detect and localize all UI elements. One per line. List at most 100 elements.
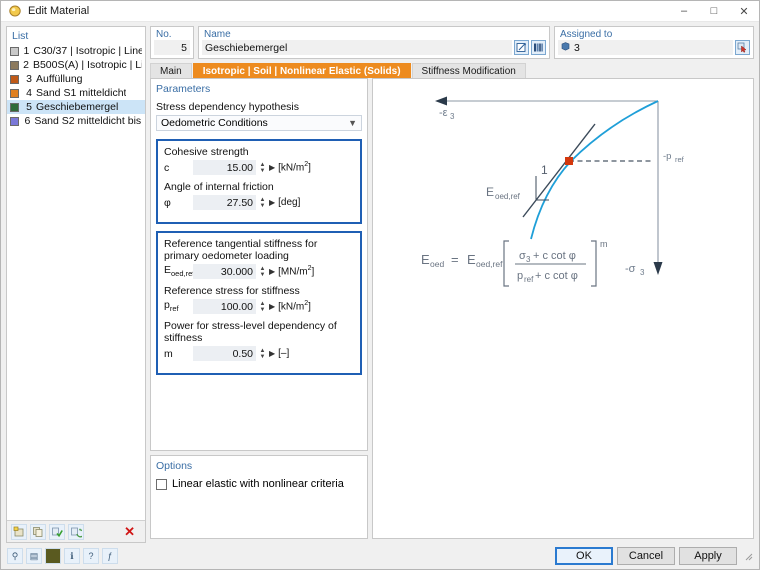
oedometer-diagram: -ε 3 -σ 3 — [373, 79, 753, 538]
list-item[interactable]: 4 Sand S1 mitteldicht — [7, 86, 145, 100]
svg-text:σ: σ — [519, 250, 526, 262]
color-swatch — [10, 74, 19, 84]
select-objects-icon[interactable] — [735, 40, 750, 55]
list-item-label: Auffüllung — [36, 73, 83, 85]
stiffness-expand-icon-0[interactable]: ▶ — [269, 267, 276, 276]
stiffness-symbol-2: m — [164, 347, 173, 360]
library-icon[interactable] — [531, 40, 546, 55]
minimize-button[interactable]: – — [680, 5, 688, 17]
list-item-label: Sand S2 mitteldicht bis dicht — [34, 115, 142, 127]
stiffness-symbol-1: pref — [164, 299, 179, 314]
svg-text:+ c cot φ: + c cot φ — [535, 270, 578, 282]
ok-button[interactable]: OK — [555, 547, 613, 565]
new-material-icon[interactable] — [11, 523, 27, 540]
stiffness-label-2: Power for stress-level dependency of sti… — [164, 320, 337, 344]
list-item-label: C30/37 | Isotropic | Linear Elastic — [33, 45, 142, 57]
edit-icon[interactable] — [514, 40, 529, 55]
strength-symbol-1: φ — [164, 196, 171, 209]
diagram-panel: -ε 3 -σ 3 — [372, 78, 754, 539]
strength-unit-1: [deg] — [278, 197, 301, 208]
material-icon — [8, 4, 22, 18]
name-input[interactable]: Geschiebemergel — [202, 40, 512, 55]
bottom-toolbar: ⚲ ▤ ℹ? ƒ — [7, 548, 118, 564]
linear-elastic-label: Linear elastic with nonlinear criteria — [172, 478, 344, 490]
assigned-input[interactable]: 3 — [558, 40, 733, 55]
name-label: Name — [204, 29, 231, 40]
list-item[interactable]: 5 Geschiebemergel — [7, 100, 145, 114]
color-swatch — [10, 46, 19, 56]
strength-expand-icon-0[interactable]: ▶ — [269, 163, 276, 172]
assigned-field-group: Assigned to 3 — [554, 26, 754, 59]
list-item-label: Sand S1 mitteldicht — [36, 87, 127, 99]
copy-material-icon[interactable] — [30, 523, 46, 540]
assigned-label: Assigned to — [560, 29, 613, 40]
validate-icon[interactable] — [49, 523, 65, 540]
svg-text:-p: -p — [663, 151, 671, 162]
table-icon[interactable]: ▤ — [26, 548, 42, 564]
apply-button[interactable]: Apply — [679, 547, 737, 565]
strength-expand-icon-1[interactable]: ▶ — [269, 198, 276, 207]
stiffness-expand-icon-1[interactable]: ▶ — [269, 302, 276, 311]
strength-input-1[interactable]: 27.50 — [193, 195, 256, 210]
tab-1[interactable]: Isotropic | Soil | Nonlinear Elastic (So… — [192, 63, 411, 78]
no-input[interactable]: 5 — [154, 40, 190, 55]
close-button[interactable]: ✕ — [739, 5, 749, 18]
strength-row-0: c 15.00 ▲ ▼ ▶ [kN/m2] — [164, 160, 354, 175]
svg-text:3: 3 — [526, 255, 531, 264]
stiffness-expand-icon-2[interactable]: ▶ — [269, 349, 276, 358]
tab-bar[interactable]: Main Isotropic | Soil | Nonlinear Elastic… — [150, 62, 754, 78]
strength-stepper-0[interactable]: ▲ ▼ — [259, 161, 266, 174]
list-item-number: 3 — [26, 73, 32, 85]
svg-text:oed: oed — [430, 259, 444, 269]
stiffness-label-1: Reference stress for stiffness — [164, 285, 300, 297]
strength-row-1: φ 27.50 ▲ ▼ ▶ [deg] — [164, 195, 354, 210]
stiffness-input-2[interactable]: 0.50 — [193, 346, 256, 361]
chevron-down-icon: ▼ — [348, 118, 357, 128]
solid-icon — [561, 41, 570, 54]
main-panel: No. 5 Name Geschiebemergel — [150, 26, 754, 543]
list-item[interactable]: 3 Auffüllung — [7, 72, 145, 86]
stiffness-stepper-1[interactable]: ▲ ▼ — [259, 300, 266, 313]
hypothesis-select[interactable]: Oedometric Conditions ▼ — [156, 115, 362, 131]
help-icon[interactable]: ? — [83, 548, 99, 564]
import-icon[interactable] — [68, 523, 84, 540]
list-item-number: 4 — [26, 87, 32, 99]
tab-0[interactable]: Main — [150, 63, 192, 78]
linear-elastic-checkbox[interactable] — [156, 478, 167, 490]
strength-stepper-1[interactable]: ▲ ▼ — [259, 196, 266, 209]
parameters-panel: Parameters Stress dependency hypothesis … — [150, 78, 368, 451]
svg-text:E: E — [486, 185, 494, 199]
list-item-number: 2 — [23, 59, 29, 71]
delete-icon[interactable]: ✕ — [124, 523, 135, 539]
stiffness-stepper-0[interactable]: ▲ ▼ — [259, 265, 266, 278]
cancel-button[interactable]: Cancel — [617, 547, 675, 565]
stiffness-input-0[interactable]: 30.000 — [193, 264, 256, 279]
resize-grip[interactable] — [743, 551, 753, 561]
info-icon[interactable]: ℹ — [64, 548, 80, 564]
linear-elastic-option[interactable]: Linear elastic with nonlinear criteria — [156, 478, 362, 490]
strength-input-0[interactable]: 15.00 — [193, 160, 256, 175]
parameters-column: Parameters Stress dependency hypothesis … — [150, 78, 368, 539]
color-icon[interactable] — [45, 548, 61, 564]
stiffness-stepper-2[interactable]: ▲ ▼ — [259, 347, 266, 360]
search-icon[interactable]: ⚲ — [7, 548, 23, 564]
maximize-button[interactable]: □ — [710, 5, 718, 17]
svg-text:ref: ref — [675, 155, 685, 164]
list-item-label: B500S(A) | Isotropic | Linear Elastic — [32, 59, 142, 71]
list-item-number: 6 — [24, 115, 31, 127]
svg-text:+ c cot φ: + c cot φ — [533, 250, 576, 262]
stiffness-group: 2 Reference tangential stiffness for pri… — [156, 231, 362, 375]
no-label: No. — [156, 29, 172, 40]
stiffness-input-1[interactable]: 100.00 — [193, 299, 256, 314]
svg-text:3: 3 — [450, 112, 455, 121]
tab-2[interactable]: Stiffness Modification — [411, 63, 526, 78]
name-field-group: Name Geschiebemergel — [198, 26, 550, 59]
function-icon[interactable]: ƒ — [102, 548, 118, 564]
footer-bar: ⚲ ▤ ℹ? ƒ OK Cancel Apply — [1, 543, 759, 569]
